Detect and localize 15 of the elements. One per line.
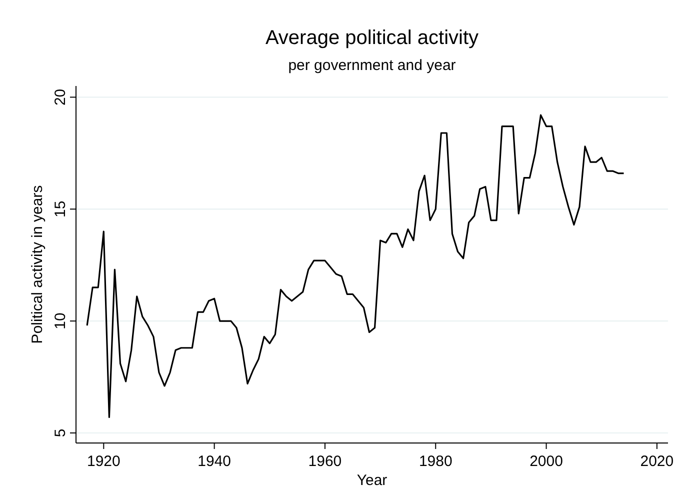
y-axis-title: Political activity in years	[29, 185, 46, 344]
x-tick-label: 2000	[530, 453, 563, 470]
y-tick-label: 10	[52, 312, 69, 330]
y-tick-label: 5	[52, 428, 69, 438]
chart-subtitle: per government and year	[288, 57, 456, 74]
x-tick-label: 1980	[418, 453, 452, 470]
line-series	[86, 114, 625, 418]
y-tick-label: 20	[52, 88, 69, 106]
x-tick-label: 1960	[308, 453, 342, 470]
x-tick-label: 1920	[86, 453, 120, 470]
x-axis-title: Year	[356, 472, 388, 489]
chart-title: Average political activity	[265, 27, 479, 49]
x-tick-label: 1940	[198, 453, 232, 470]
y-tick-label: 15	[52, 200, 69, 218]
x-tick-label: 2020	[640, 453, 674, 470]
